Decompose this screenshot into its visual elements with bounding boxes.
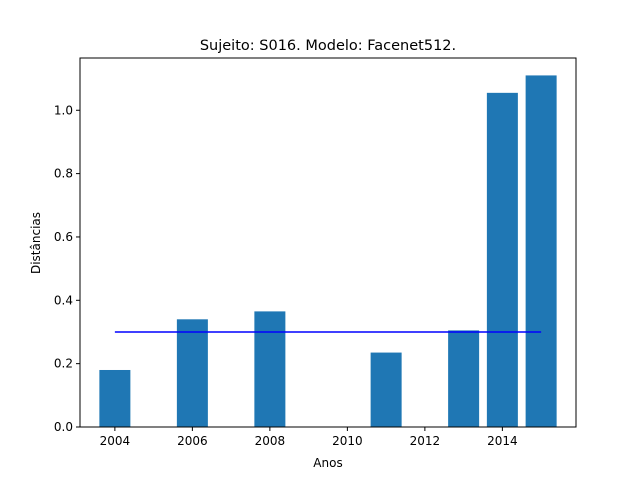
bar-2008 [254, 311, 286, 427]
y-tick-label: 0.6 [54, 230, 73, 244]
bar-2011 [370, 352, 402, 427]
x-tick-label: 2012 [410, 434, 441, 448]
y-tick-label: 0.4 [54, 293, 73, 307]
y-axis: 0.0 0.2 0.4 0.6 0.8 1.0 [54, 103, 80, 434]
y-tick-label: 0.0 [54, 420, 73, 434]
chart-title: Sujeito: S016. Modelo: Facenet512. [200, 38, 456, 54]
x-axis: 2004 2006 2008 2010 2012 2014 [100, 427, 518, 448]
plot-frame [79, 57, 577, 428]
bar-2013 [448, 330, 480, 427]
bar-2014 [486, 92, 518, 428]
y-tick-label: 0.2 [54, 357, 73, 371]
bar-2006 [176, 319, 208, 427]
x-tick-label: 2008 [255, 434, 286, 448]
x-tick-label: 2010 [332, 434, 363, 448]
y-axis-label: Distâncias [29, 212, 43, 274]
y-tick-label: 0.8 [54, 167, 73, 181]
x-axis-label: Anos [313, 456, 342, 470]
bar-2015 [525, 75, 557, 428]
y-tick-label: 1.0 [54, 103, 73, 117]
bars-group [99, 75, 557, 428]
x-tick-label: 2014 [487, 434, 518, 448]
bar-2004 [99, 369, 131, 427]
x-tick-label: 2004 [100, 434, 131, 448]
x-tick-label: 2006 [177, 434, 208, 448]
